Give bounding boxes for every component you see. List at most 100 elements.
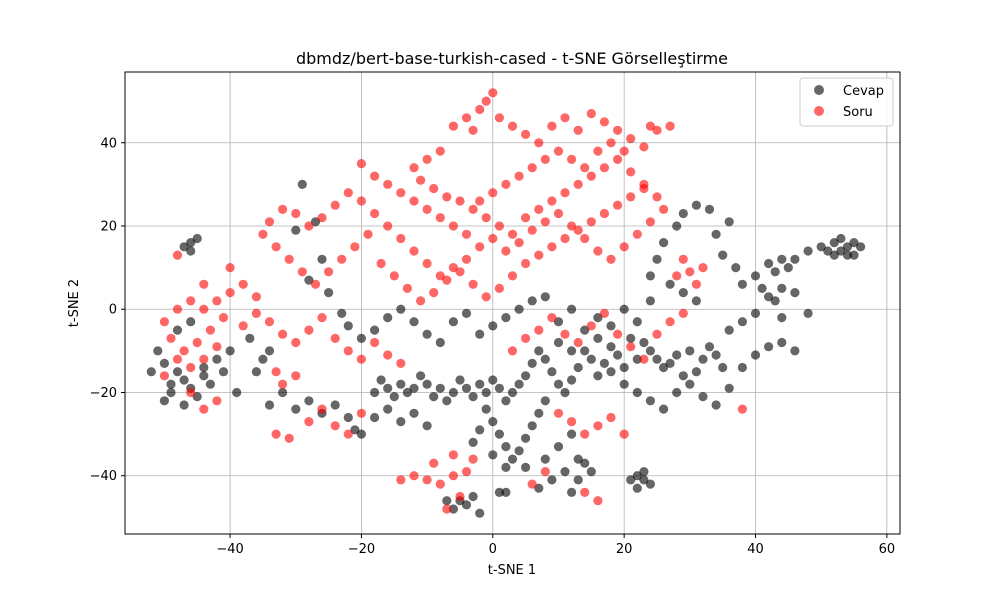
point-cevap — [264, 400, 275, 410]
point-soru — [534, 138, 544, 148]
point-soru — [461, 113, 472, 123]
point-soru — [553, 208, 564, 219]
point-soru — [205, 325, 215, 335]
point-soru — [186, 387, 196, 398]
point-cevap — [540, 396, 550, 406]
point-cevap — [199, 371, 209, 381]
point-cevap — [560, 387, 570, 398]
point-soru — [409, 196, 419, 206]
point-cevap — [488, 417, 498, 427]
point-cevap — [429, 392, 439, 402]
point-soru — [619, 429, 629, 439]
point-cevap — [698, 392, 708, 402]
point-cevap — [764, 342, 774, 352]
point-soru — [416, 296, 426, 306]
point-soru — [278, 379, 288, 389]
point-soru — [172, 250, 183, 260]
point-cevap — [534, 408, 544, 418]
point-soru — [488, 233, 498, 244]
point-cevap — [672, 350, 682, 360]
point-cevap — [324, 288, 334, 298]
point-cevap — [645, 271, 656, 281]
point-cevap — [192, 233, 202, 244]
point-cevap — [849, 250, 859, 260]
point-soru — [461, 254, 472, 264]
point-cevap — [540, 454, 550, 464]
point-cevap — [494, 487, 504, 497]
point-cevap — [448, 504, 458, 514]
point-cevap — [718, 250, 728, 260]
point-soru — [606, 412, 616, 423]
point-cevap — [494, 429, 504, 439]
point-soru — [613, 200, 623, 210]
point-cevap — [435, 383, 445, 393]
point-cevap — [678, 371, 688, 381]
point-cevap — [488, 321, 498, 331]
point-soru — [501, 246, 511, 256]
point-cevap — [567, 375, 577, 385]
x-tick-label: 20 — [616, 542, 633, 557]
point-cevap — [639, 467, 649, 477]
point-cevap — [416, 371, 426, 381]
y-tick-label: 40 — [100, 136, 117, 151]
point-soru — [580, 233, 590, 244]
point-soru — [580, 429, 590, 439]
point-soru — [619, 242, 629, 252]
point-soru — [626, 134, 636, 144]
point-cevap — [678, 208, 688, 219]
point-cevap — [750, 350, 761, 360]
point-soru — [534, 204, 544, 214]
y-tick-label: 20 — [100, 220, 117, 235]
legend-marker-cevap — [814, 85, 824, 95]
point-cevap — [553, 442, 564, 452]
point-cevap — [691, 296, 702, 306]
point-soru — [238, 321, 248, 331]
point-soru — [291, 337, 301, 348]
point-cevap — [337, 308, 347, 318]
point-cevap — [186, 317, 196, 327]
point-soru — [429, 288, 439, 298]
point-soru — [599, 308, 610, 318]
point-cevap — [264, 346, 275, 356]
point-cevap — [422, 379, 432, 389]
point-soru — [363, 229, 373, 239]
point-cevap — [737, 279, 748, 289]
point-soru — [422, 258, 432, 269]
point-soru — [521, 213, 531, 223]
point-soru — [186, 362, 196, 373]
point-cevap — [356, 333, 366, 343]
point-cevap — [547, 367, 557, 377]
point-cevap — [278, 387, 288, 398]
point-cevap — [514, 446, 524, 456]
point-soru — [343, 346, 353, 356]
point-soru — [330, 333, 340, 343]
point-cevap — [370, 387, 380, 398]
point-cevap — [685, 346, 695, 356]
point-cevap — [593, 313, 603, 323]
point-soru — [547, 242, 557, 252]
point-soru — [199, 304, 209, 314]
point-cevap — [724, 383, 734, 393]
point-soru — [330, 200, 340, 210]
point-soru — [442, 192, 452, 202]
point-soru — [560, 113, 570, 123]
point-soru — [291, 371, 301, 381]
point-soru — [507, 346, 518, 356]
point-cevap — [521, 433, 531, 443]
point-soru — [448, 263, 458, 273]
point-cevap — [731, 263, 741, 273]
point-cevap — [501, 313, 511, 323]
point-soru — [159, 371, 169, 381]
point-soru — [455, 267, 465, 277]
point-cevap — [790, 288, 800, 298]
point-soru — [665, 317, 675, 327]
point-soru — [481, 96, 491, 106]
point-soru — [343, 429, 353, 439]
point-soru — [409, 471, 419, 481]
point-soru — [396, 358, 406, 368]
point-soru — [481, 292, 491, 302]
chart-title: dbmdz/bert-base-turkish-cased - t-SNE Gö… — [296, 49, 728, 68]
point-soru — [507, 271, 518, 281]
grid-layer — [125, 72, 900, 534]
point-soru — [455, 196, 465, 206]
